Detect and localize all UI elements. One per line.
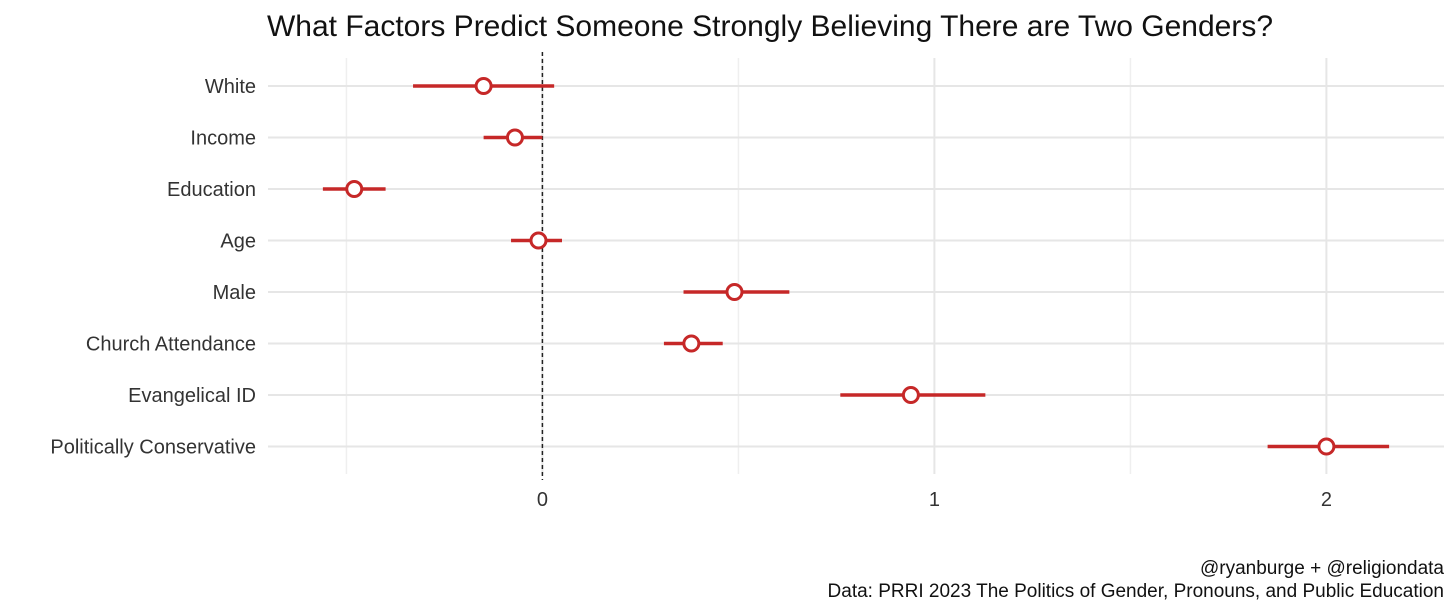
caption-source: Data: PRRI 2023 The Politics of Gender, … (828, 581, 1444, 602)
point-estimate (901, 386, 920, 404)
points-layer (322, 77, 1390, 456)
y-tick-label: Male (213, 282, 256, 304)
point-estimate (682, 334, 701, 353)
y-tick-label: Income (190, 128, 256, 150)
y-tick-label: Education (167, 179, 256, 201)
grid-layer (268, 58, 1444, 474)
x-tick-label: 1 (929, 489, 940, 511)
x-axis-ticks: 0 1 2 (537, 489, 1332, 511)
point-estimate (725, 283, 744, 301)
point-estimate (1317, 437, 1336, 456)
x-tick-label: 2 (1321, 489, 1332, 511)
y-tick-label: Age (220, 231, 256, 253)
point-estimate (474, 77, 493, 95)
y-tick-label: White (205, 76, 256, 98)
y-axis-labels: White Income Education Age Male Church Attend… (50, 76, 256, 459)
y-tick-label: Politically Conservative (50, 437, 256, 459)
point-estimate (505, 128, 524, 147)
point-estimate (529, 231, 548, 250)
x-tick-label: 0 (537, 489, 548, 511)
point-estimate (345, 180, 364, 198)
y-tick-label: Evangelical ID (128, 385, 256, 407)
y-tick-label: Church Attendance (86, 334, 256, 356)
chart-title: What Factors Predict Someone Strongly Be… (267, 10, 1273, 43)
caption-credit: @ryanburge + @religiondata (1200, 558, 1444, 579)
